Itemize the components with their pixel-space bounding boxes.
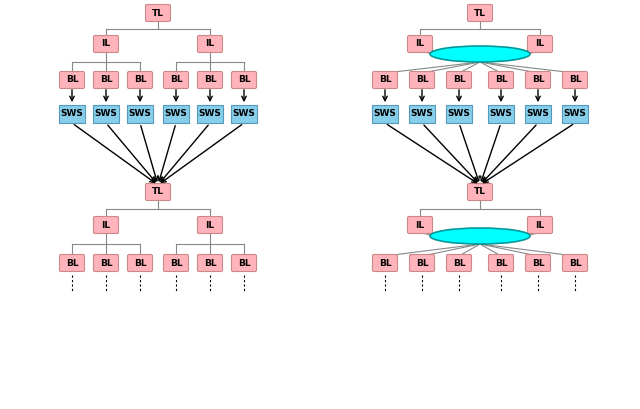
FancyBboxPatch shape (488, 254, 513, 272)
Text: TL: TL (474, 187, 486, 196)
Ellipse shape (430, 228, 530, 244)
Text: BL: BL (495, 258, 508, 267)
Ellipse shape (430, 46, 530, 62)
Text: BL: BL (569, 76, 581, 85)
Text: BL: BL (134, 76, 147, 85)
Text: TL: TL (474, 9, 486, 18)
FancyBboxPatch shape (488, 105, 514, 123)
Text: BL: BL (532, 258, 544, 267)
Text: BL: BL (416, 76, 428, 85)
FancyBboxPatch shape (410, 72, 435, 88)
Text: BL: BL (532, 76, 544, 85)
FancyBboxPatch shape (232, 254, 257, 272)
Text: BL: BL (66, 258, 78, 267)
FancyBboxPatch shape (410, 254, 435, 272)
FancyBboxPatch shape (59, 105, 85, 123)
FancyBboxPatch shape (372, 254, 397, 272)
FancyBboxPatch shape (93, 216, 118, 234)
Text: BL: BL (100, 76, 112, 85)
Text: BL: BL (452, 258, 465, 267)
Text: SWS: SWS (198, 110, 221, 119)
Text: SWS: SWS (490, 110, 513, 119)
FancyBboxPatch shape (127, 254, 152, 272)
FancyBboxPatch shape (231, 105, 257, 123)
Text: IL: IL (101, 40, 111, 49)
FancyBboxPatch shape (60, 254, 84, 272)
FancyBboxPatch shape (145, 184, 170, 200)
FancyBboxPatch shape (198, 216, 223, 234)
Text: SWS: SWS (527, 110, 549, 119)
Text: IL: IL (536, 40, 545, 49)
Text: BL: BL (237, 258, 250, 267)
Text: SWS: SWS (232, 110, 255, 119)
Text: BL: BL (495, 76, 508, 85)
FancyBboxPatch shape (163, 105, 189, 123)
FancyBboxPatch shape (409, 105, 435, 123)
FancyBboxPatch shape (467, 4, 493, 22)
FancyBboxPatch shape (488, 72, 513, 88)
FancyBboxPatch shape (198, 254, 223, 272)
Text: BL: BL (452, 76, 465, 85)
Text: SWS: SWS (61, 110, 83, 119)
FancyBboxPatch shape (525, 105, 551, 123)
Text: BL: BL (66, 76, 78, 85)
FancyBboxPatch shape (198, 72, 223, 88)
FancyBboxPatch shape (93, 254, 118, 272)
Text: BL: BL (100, 258, 112, 267)
Text: BL: BL (204, 76, 216, 85)
FancyBboxPatch shape (372, 105, 398, 123)
Text: SWS: SWS (411, 110, 433, 119)
Text: BL: BL (416, 258, 428, 267)
Text: BL: BL (379, 258, 391, 267)
Text: BL: BL (204, 258, 216, 267)
FancyBboxPatch shape (93, 105, 119, 123)
FancyBboxPatch shape (198, 36, 223, 52)
Text: BL: BL (237, 76, 250, 85)
FancyBboxPatch shape (127, 72, 152, 88)
FancyBboxPatch shape (232, 72, 257, 88)
Text: SWS: SWS (129, 110, 152, 119)
FancyBboxPatch shape (446, 105, 472, 123)
Text: IL: IL (101, 220, 111, 229)
FancyBboxPatch shape (525, 72, 550, 88)
FancyBboxPatch shape (562, 105, 588, 123)
FancyBboxPatch shape (563, 72, 588, 88)
FancyBboxPatch shape (93, 72, 118, 88)
Text: SWS: SWS (447, 110, 470, 119)
Text: BL: BL (134, 258, 147, 267)
Text: BL: BL (170, 76, 182, 85)
FancyBboxPatch shape (197, 105, 223, 123)
Text: TL: TL (152, 187, 164, 196)
Text: SWS: SWS (95, 110, 117, 119)
FancyBboxPatch shape (447, 72, 472, 88)
Text: BL: BL (170, 258, 182, 267)
Text: SWS: SWS (374, 110, 396, 119)
Text: BL: BL (569, 258, 581, 267)
FancyBboxPatch shape (408, 36, 433, 52)
FancyBboxPatch shape (145, 4, 170, 22)
FancyBboxPatch shape (372, 72, 397, 88)
FancyBboxPatch shape (447, 254, 472, 272)
FancyBboxPatch shape (93, 36, 118, 52)
FancyBboxPatch shape (163, 254, 189, 272)
FancyBboxPatch shape (127, 105, 153, 123)
FancyBboxPatch shape (527, 216, 552, 234)
FancyBboxPatch shape (527, 36, 552, 52)
Text: IL: IL (205, 220, 214, 229)
Text: IL: IL (205, 40, 214, 49)
Text: BL: BL (379, 76, 391, 85)
Text: SWS: SWS (564, 110, 586, 119)
FancyBboxPatch shape (60, 72, 84, 88)
Text: TL: TL (152, 9, 164, 18)
FancyBboxPatch shape (525, 254, 550, 272)
Text: SWS: SWS (164, 110, 188, 119)
FancyBboxPatch shape (563, 254, 588, 272)
Text: IL: IL (415, 40, 424, 49)
Text: IL: IL (536, 220, 545, 229)
FancyBboxPatch shape (163, 72, 189, 88)
Text: IL: IL (415, 220, 424, 229)
FancyBboxPatch shape (408, 216, 433, 234)
FancyBboxPatch shape (467, 184, 493, 200)
